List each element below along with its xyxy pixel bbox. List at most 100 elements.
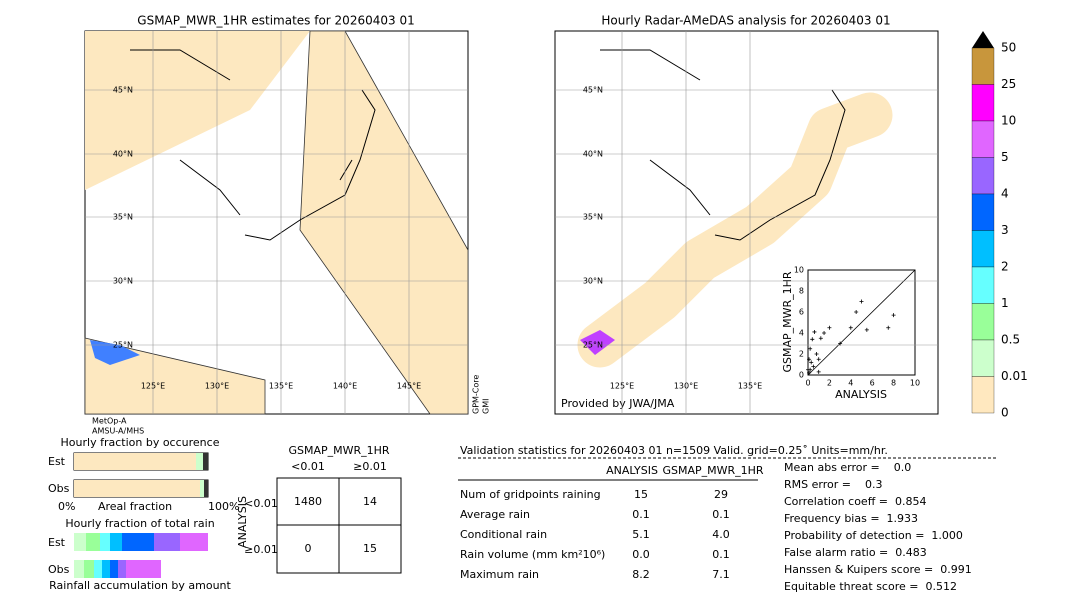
stat-value: 29: [714, 488, 728, 501]
stat-value: 7.1: [712, 568, 730, 581]
col-label: ≥0.01: [353, 460, 387, 473]
row-label: Est: [48, 455, 66, 468]
stat-value: 0.1: [632, 508, 650, 521]
row-label: Obs: [48, 482, 70, 495]
lat-label: 35°N: [113, 213, 133, 222]
scatter-point: [864, 327, 869, 332]
stat-value: 0.1: [712, 548, 730, 561]
axis-label: 0%: [58, 500, 75, 513]
table-cell: 0: [305, 542, 312, 555]
axis-label: Areal fraction: [98, 500, 172, 513]
colorbar-label: 25: [1001, 77, 1016, 91]
scatter-point: [808, 346, 813, 351]
colorbar-band: [971, 193, 995, 231]
lon-label: 140°E: [333, 382, 357, 391]
stat-value: 0.0: [632, 548, 650, 561]
lat-label: 40°N: [583, 150, 603, 159]
scatter-point: [810, 337, 815, 342]
scatter-ytick: 2: [799, 350, 804, 359]
scatter-xtick: 8: [891, 379, 896, 388]
scatter-xtick: 4: [848, 379, 853, 388]
lat-label: 40°N: [113, 150, 133, 159]
stat-label: Maximum rain: [460, 568, 539, 581]
colorbar-band: [971, 339, 995, 377]
scatter-point: [809, 360, 814, 365]
occurrence-title: Hourly fraction by occurence: [61, 436, 220, 449]
rain-area: [580, 330, 615, 355]
analysis-area: [577, 92, 893, 368]
lon-label: 130°E: [205, 382, 229, 391]
score: Equitable threat score = 0.512: [784, 580, 957, 593]
scatter-point: [814, 352, 819, 356]
left-map-title: GSMAP_MWR_1HR estimates for 20260403 01: [137, 14, 414, 28]
stat-label: Num of gridpoints raining: [460, 488, 601, 501]
sensor: GPM-Core: [472, 375, 481, 414]
lon-label: 125°E: [610, 382, 634, 391]
lat-label: 30°N: [583, 277, 603, 286]
scatter-point: [818, 336, 823, 341]
bar-segment: [204, 480, 208, 497]
colorbar-label: 0.5: [1001, 333, 1020, 347]
lat-label: 30°N: [113, 277, 133, 286]
sensor: AMSU-A/MHS: [92, 427, 144, 436]
lon-label: 135°E: [269, 382, 293, 391]
stat-value: 5.1: [632, 528, 650, 541]
score: Correlation coeff = 0.854: [784, 495, 926, 508]
score: RMS error = 0.3: [784, 478, 882, 491]
scatter-point: [807, 357, 812, 362]
colorbar-extend: [972, 31, 994, 48]
contingency-title: GSMAP_MWR_1HR: [288, 444, 389, 457]
scatter-ytick: 10: [794, 266, 804, 275]
bar-segment: [203, 453, 208, 470]
side-label: ANALYSIS: [236, 496, 249, 548]
scatter-point: [822, 331, 827, 335]
colorbar-label: 0: [1001, 406, 1009, 420]
stat-value: 15: [634, 488, 648, 501]
score: Mean abs error = 0.0: [784, 461, 911, 474]
bar-segment: [74, 453, 196, 470]
scatter-ylabel: GSMAP_MWR_1HR: [781, 271, 794, 372]
scatter-point: [838, 341, 843, 346]
colorbar-band: [971, 266, 995, 304]
colorbar-band: [971, 230, 995, 268]
scatter-point: [816, 357, 821, 362]
colorbar-label: 50: [1001, 41, 1016, 55]
scatter-xtick: 0: [805, 379, 810, 388]
table-cell: 1480: [294, 495, 322, 508]
row-label: ≥0.01: [244, 543, 278, 556]
bar-segment: [196, 453, 203, 470]
scatter-point: [848, 325, 853, 330]
scatter-point: [891, 313, 896, 318]
validation-header: Validation statistics for 20260403 01 n=…: [460, 444, 888, 457]
scatter-xtick: 10: [910, 379, 920, 388]
score: Frequency bias = 1.933: [784, 512, 918, 525]
lon-label: 130°E: [674, 382, 698, 391]
scatter-point: [859, 299, 864, 304]
stat-value: 8.2: [632, 568, 650, 581]
scatter-point: [816, 369, 821, 374]
colorbar-label: 10: [1001, 114, 1016, 128]
colorbar-label: 0.01: [1001, 369, 1028, 383]
scatter-point: [806, 367, 810, 372]
stat-value: 4.0: [712, 528, 730, 541]
sensor: MetOp-A: [92, 417, 127, 426]
stat-label: Rain volume (mm km²10⁶): [460, 548, 605, 561]
rain-area: [90, 340, 140, 365]
sensor: GMI: [482, 399, 491, 414]
coastline: [600, 49, 846, 241]
colorbar-label: 5: [1001, 150, 1009, 164]
scatter-ytick: 4: [799, 329, 804, 338]
scatter-xtick: 2: [827, 379, 832, 388]
colorbar-label: 3: [1001, 223, 1009, 237]
colorbar-label: 4: [1001, 187, 1009, 201]
scatter-xlabel: ANALYSIS: [835, 388, 887, 401]
bar-segment: [74, 480, 200, 497]
lon-label: 125°E: [141, 382, 165, 391]
swath: [85, 31, 310, 190]
row-label: Est: [48, 536, 66, 549]
row-label: <0.01: [244, 497, 278, 510]
scatter-ytick: 8: [799, 287, 804, 296]
scatter-point: [886, 325, 891, 330]
stat-label: Average rain: [460, 508, 530, 521]
